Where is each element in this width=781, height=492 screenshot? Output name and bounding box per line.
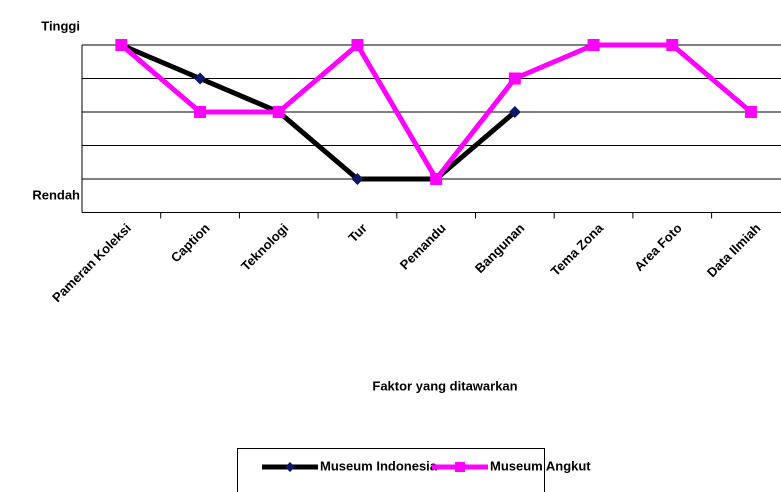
marker (430, 173, 443, 185)
x-axis-title: Faktor yang ditawarkan (372, 378, 517, 393)
marker (587, 39, 600, 51)
series-line (120, 42, 517, 182)
x-tick-label: Tur (345, 220, 370, 245)
x-tick-label: Pameran Koleksi (49, 220, 134, 305)
marker (455, 462, 465, 472)
marker (115, 39, 128, 51)
x-tick-label: Bangunan (472, 220, 528, 276)
marker (666, 39, 679, 51)
x-tick-label: Data Ilmiah (704, 220, 764, 280)
x-tick-label: Area Foto (631, 220, 685, 274)
x-tick-label: Tema Zona (548, 220, 607, 279)
x-tick-label: Teknologi (238, 220, 291, 273)
marker (351, 173, 364, 185)
marker (744, 106, 757, 118)
marker (508, 106, 521, 118)
x-tick-label: Caption (168, 220, 213, 265)
y-bottom-label: Rendah (32, 187, 80, 202)
marker (194, 72, 207, 85)
marker (272, 106, 285, 118)
legend-box (237, 448, 545, 492)
marker (508, 72, 521, 85)
x-tick-label: Pemandu (397, 220, 449, 272)
marker (194, 106, 207, 118)
legend-label: Museum Angkut (490, 458, 591, 473)
legend-label: Museum Indonesia (320, 458, 438, 473)
y-top-label: Tinggi (41, 18, 80, 33)
marker (285, 462, 295, 472)
marker (351, 39, 364, 51)
